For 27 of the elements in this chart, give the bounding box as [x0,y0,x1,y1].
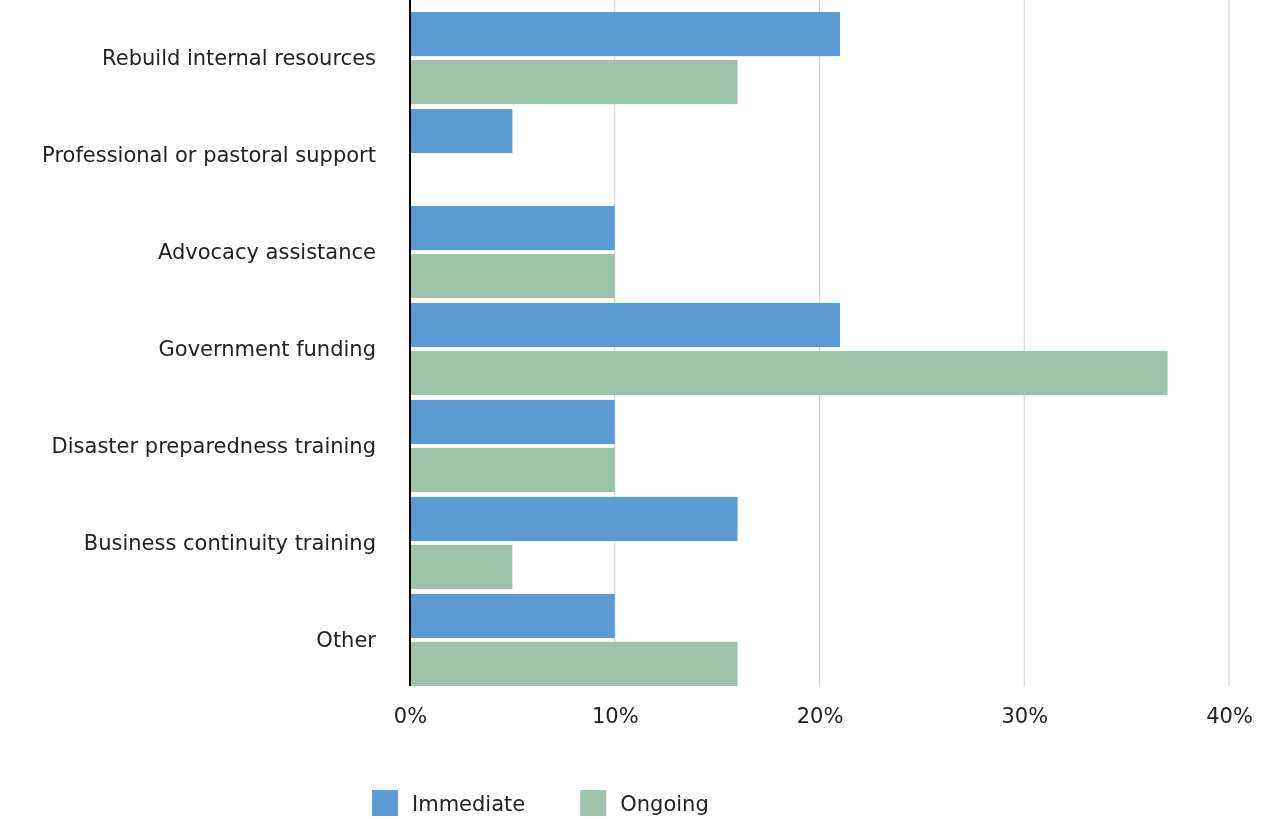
x-tick-label: 40% [1206,703,1253,728]
bar [410,544,513,590]
legend-label: Ongoing [620,792,709,816]
bar [410,350,1168,396]
bar [410,447,615,493]
y-tick-label: Rebuild internal resources [102,45,376,70]
y-tick-label: Other [316,627,377,652]
bar [410,253,615,299]
bar [410,593,615,639]
bar [410,205,615,251]
bar [410,399,615,445]
bar [410,641,738,686]
y-tick-label: Professional or pastoral support [42,142,376,167]
legend-label: Immediate [412,792,526,816]
y-tick-label: Government funding [158,336,376,361]
x-tick-label: 30% [1001,703,1049,728]
bar [410,302,840,348]
x-tick-label: 0% [393,703,428,728]
bar [410,59,738,105]
bar [410,12,840,57]
x-tick-label: 10% [591,703,639,728]
bar [410,496,738,542]
y-tick-label: Business continuity training [83,530,376,555]
y-tick-label: Disaster preparedness training [51,433,376,458]
y-tick-label: Advocacy assistance [157,239,376,264]
x-tick-label: 20% [796,703,844,728]
bar [410,108,513,154]
